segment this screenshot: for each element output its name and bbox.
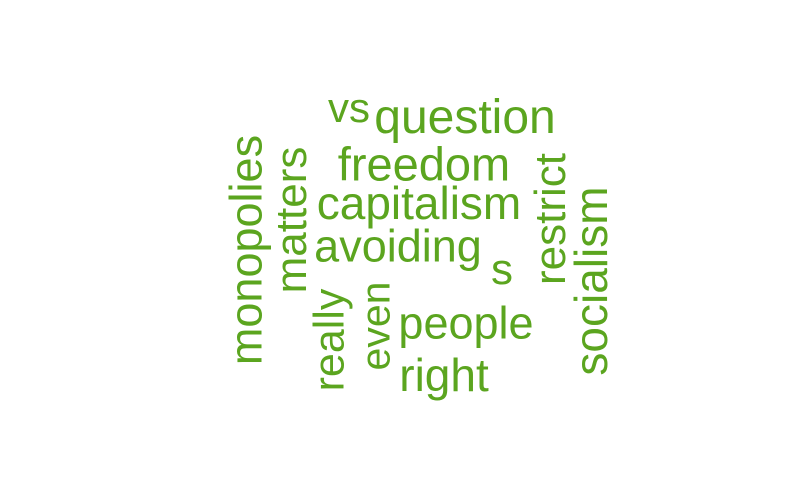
word-matters: matters: [267, 146, 316, 294]
word-vs: vs: [328, 84, 370, 131]
word-capitalism: capitalism: [316, 177, 522, 229]
word-s: s: [491, 245, 513, 294]
word-even: even: [352, 281, 399, 371]
word-right: right: [399, 349, 489, 401]
word-monopolies: monopolies: [220, 134, 272, 366]
word-really: really: [305, 288, 354, 392]
word-freedom: freedom: [337, 137, 511, 191]
word-socialism: socialism: [565, 186, 617, 376]
word-question: question: [374, 91, 556, 144]
word-people: people: [398, 297, 534, 349]
word-avoiding: avoiding: [314, 220, 482, 272]
